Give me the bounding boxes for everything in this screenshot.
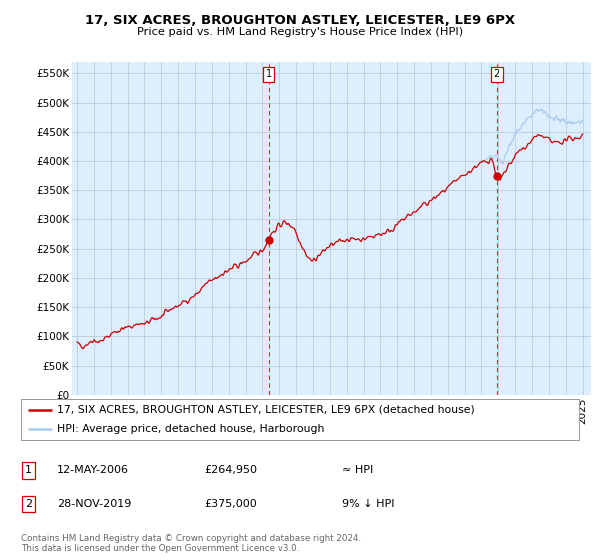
Text: 2: 2 — [494, 69, 500, 80]
Text: 17, SIX ACRES, BROUGHTON ASTLEY, LEICESTER, LE9 6PX (detached house): 17, SIX ACRES, BROUGHTON ASTLEY, LEICEST… — [57, 405, 475, 415]
Text: 12-MAY-2006: 12-MAY-2006 — [57, 465, 129, 475]
Text: Contains HM Land Registry data © Crown copyright and database right 2024.
This d: Contains HM Land Registry data © Crown c… — [21, 534, 361, 553]
Text: Price paid vs. HM Land Registry's House Price Index (HPI): Price paid vs. HM Land Registry's House … — [137, 27, 463, 37]
Text: 17, SIX ACRES, BROUGHTON ASTLEY, LEICESTER, LE9 6PX: 17, SIX ACRES, BROUGHTON ASTLEY, LEICEST… — [85, 14, 515, 27]
Text: 28-NOV-2019: 28-NOV-2019 — [57, 499, 131, 509]
Text: ≈ HPI: ≈ HPI — [342, 465, 373, 475]
Text: £375,000: £375,000 — [204, 499, 257, 509]
Text: 9% ↓ HPI: 9% ↓ HPI — [342, 499, 395, 509]
Text: 1: 1 — [25, 465, 32, 475]
Text: HPI: Average price, detached house, Harborough: HPI: Average price, detached house, Harb… — [57, 423, 325, 433]
Text: 1: 1 — [266, 69, 272, 80]
Text: £264,950: £264,950 — [204, 465, 257, 475]
Text: 2: 2 — [25, 499, 32, 509]
